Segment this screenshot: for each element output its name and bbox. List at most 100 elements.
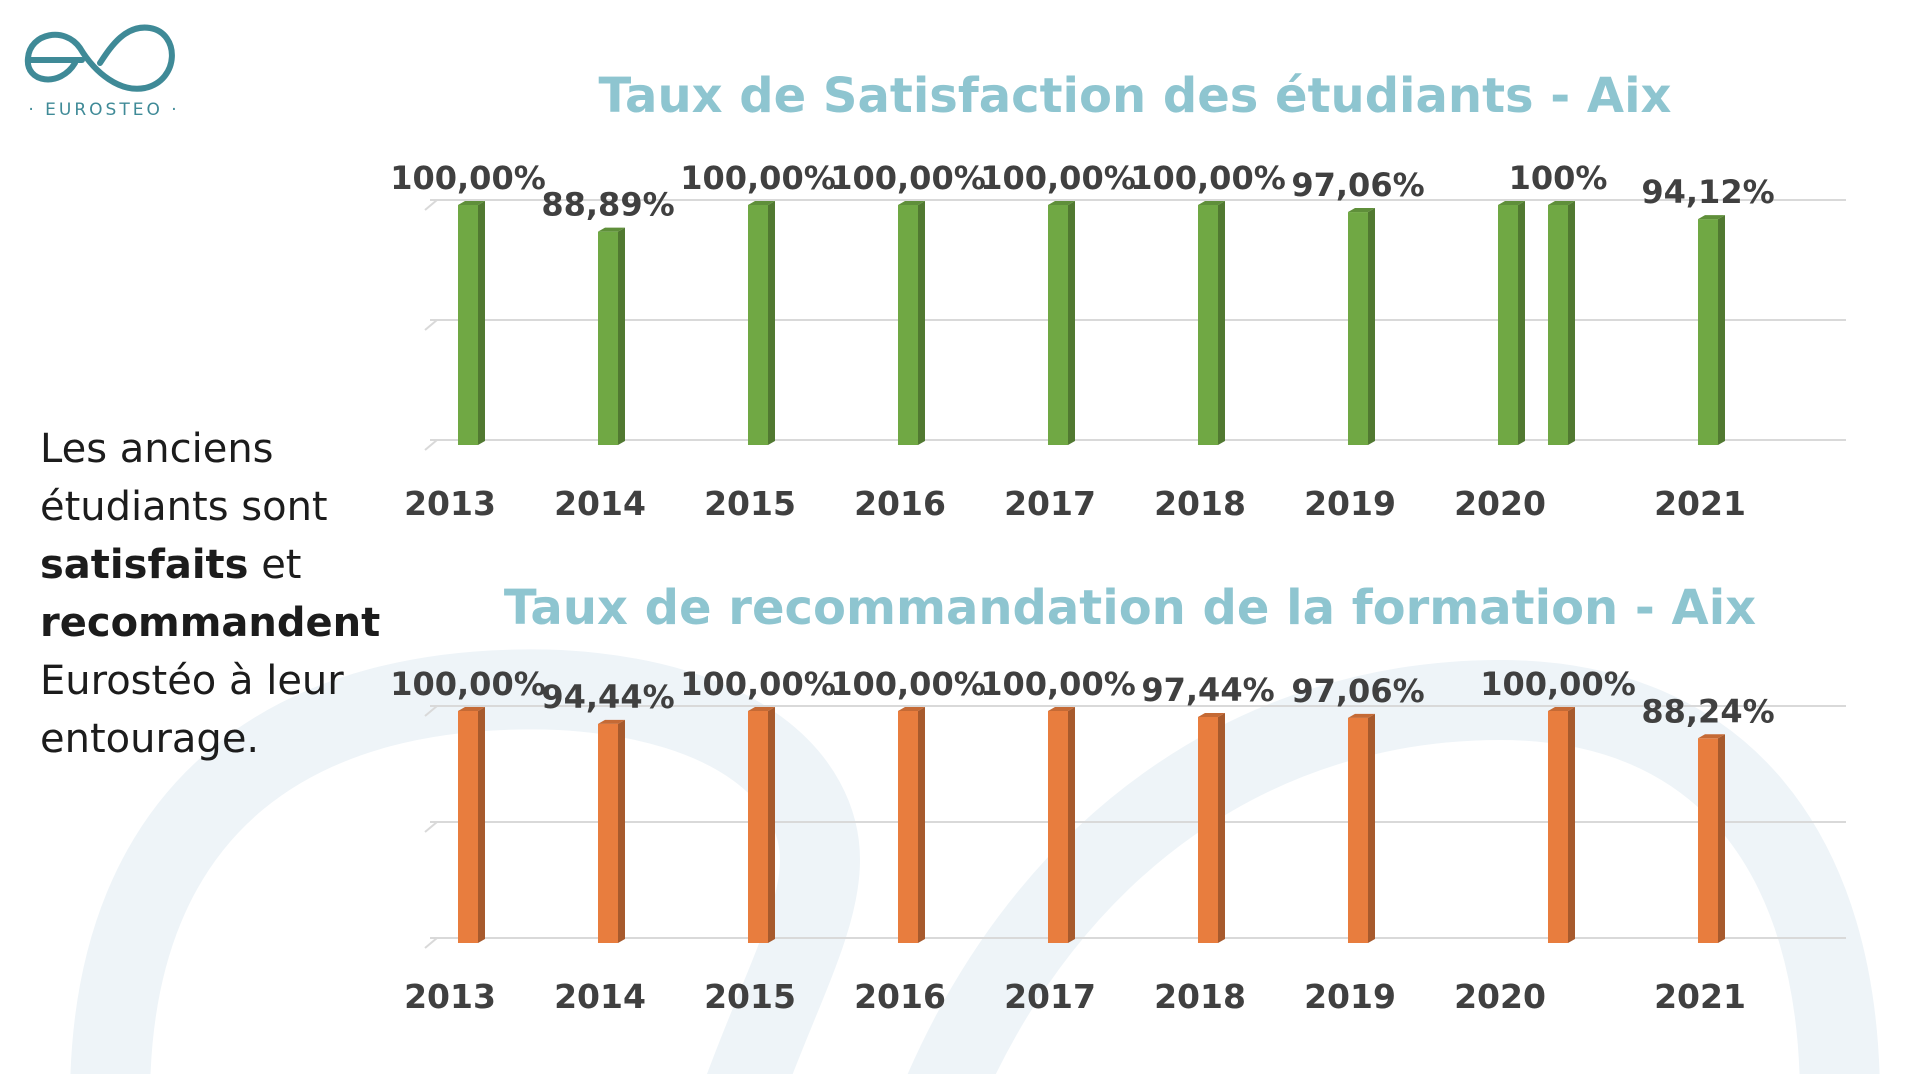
bar-top bbox=[1198, 201, 1225, 205]
bar-side bbox=[618, 227, 625, 445]
bar-2019 bbox=[1348, 208, 1375, 445]
bar-2014 bbox=[598, 227, 625, 445]
data-label: 100,00% bbox=[680, 665, 836, 703]
data-label: 100,00% bbox=[980, 159, 1136, 197]
bar-face bbox=[1198, 716, 1218, 943]
bar-2016 bbox=[898, 201, 925, 445]
bar-top bbox=[1048, 707, 1075, 711]
x-tick-label: 2021 bbox=[1654, 977, 1746, 1016]
bar-side bbox=[1518, 201, 1525, 445]
bar-face bbox=[598, 723, 618, 943]
bar-top bbox=[898, 707, 925, 711]
bar-top bbox=[1048, 201, 1075, 205]
bar-face bbox=[748, 205, 768, 445]
eurosteo-logo bbox=[24, 24, 175, 92]
gridline-perspective bbox=[424, 439, 438, 451]
side-line-3: satisfaits et bbox=[40, 536, 370, 594]
bar-face bbox=[1698, 738, 1718, 943]
bar-2013 bbox=[458, 201, 485, 445]
bold-satisfaits: satisfaits bbox=[40, 542, 249, 588]
side-line-3-rest: et bbox=[248, 542, 302, 588]
x-tick-label: 2021 bbox=[1654, 484, 1746, 523]
gridline-perspective bbox=[424, 821, 438, 833]
bar-face bbox=[1348, 212, 1368, 445]
bar-top bbox=[458, 707, 485, 711]
bar-side bbox=[1718, 734, 1725, 943]
x-tick-label: 2016 bbox=[854, 484, 946, 523]
bar-2017 bbox=[1048, 201, 1075, 445]
data-label: 100,00% bbox=[980, 665, 1136, 703]
gridline-perspective bbox=[424, 705, 438, 717]
bar-side bbox=[1068, 707, 1075, 943]
bar-face bbox=[1048, 205, 1068, 445]
bar-2015 bbox=[748, 707, 775, 943]
gridline-perspective bbox=[424, 199, 438, 211]
bar-top bbox=[598, 719, 625, 724]
bar-face bbox=[1548, 711, 1568, 943]
bold-recommandent: recommandent bbox=[40, 600, 381, 646]
bar-top bbox=[898, 201, 925, 205]
x-tick-label: 2013 bbox=[404, 484, 496, 523]
bar-top bbox=[458, 201, 485, 205]
x-tick-label: 2019 bbox=[1304, 484, 1396, 523]
bar-2018 bbox=[1198, 201, 1225, 445]
data-label: 88,24% bbox=[1641, 692, 1774, 730]
data-label: 97,44% bbox=[1141, 671, 1274, 709]
bar-side bbox=[618, 719, 625, 943]
bar-top bbox=[748, 707, 775, 711]
bar-2020 bbox=[1548, 707, 1575, 943]
bar-2013 bbox=[458, 707, 485, 943]
data-label: 88,89% bbox=[541, 186, 674, 224]
side-line-5: Eurostéo à leur bbox=[40, 658, 344, 704]
bar-side bbox=[478, 707, 485, 943]
data-label: 94,44% bbox=[541, 678, 674, 716]
bar-face bbox=[1698, 219, 1718, 445]
bar-face bbox=[598, 231, 618, 445]
bar-top bbox=[748, 201, 775, 205]
bar-face bbox=[458, 711, 478, 943]
data-label: 100,00% bbox=[1130, 159, 1286, 197]
bar-face bbox=[748, 711, 768, 943]
bar-side bbox=[768, 707, 775, 943]
bar-top bbox=[598, 227, 625, 232]
x-tick-label: 2018 bbox=[1154, 977, 1246, 1016]
side-line-1: Les anciens bbox=[40, 426, 274, 472]
bar-top bbox=[1348, 713, 1375, 718]
x-tick-label: 2013 bbox=[404, 977, 496, 1016]
side-line-4: recommandent bbox=[40, 594, 380, 652]
bar-face bbox=[1198, 205, 1218, 445]
bar-top bbox=[1698, 215, 1725, 220]
bar-side bbox=[478, 201, 485, 445]
bar-2014 bbox=[598, 719, 625, 943]
chart-title-recommandation: Taux de recommandation de la formation -… bbox=[503, 580, 1757, 636]
data-label: 100,00% bbox=[830, 159, 986, 197]
bar-2016 bbox=[898, 707, 925, 943]
bar-2020 bbox=[1548, 201, 1575, 445]
bar-side bbox=[918, 707, 925, 943]
bar-2019 bbox=[1348, 713, 1375, 943]
bar-side bbox=[1568, 707, 1575, 943]
bar-side bbox=[1218, 712, 1225, 943]
x-tick-label: 2017 bbox=[1004, 977, 1096, 1016]
bar-top bbox=[1498, 201, 1525, 205]
bar-side bbox=[1068, 201, 1075, 445]
bar-top bbox=[1548, 707, 1575, 711]
bar-top bbox=[1698, 734, 1725, 739]
x-tick-label: 2016 bbox=[854, 977, 946, 1016]
gridline-perspective bbox=[424, 319, 438, 331]
bar-top bbox=[1198, 712, 1225, 717]
bar-side bbox=[1568, 201, 1575, 445]
data-label: 100,00% bbox=[390, 665, 546, 703]
x-tick-label: 2020 bbox=[1454, 484, 1546, 523]
bar-side bbox=[1718, 215, 1725, 445]
data-label: 97,06% bbox=[1291, 166, 1424, 204]
data-label: 100% bbox=[1509, 159, 1608, 197]
gridline-perspective bbox=[424, 937, 438, 949]
logo-text: · EUROSTEO · bbox=[28, 100, 180, 120]
data-label: 100,00% bbox=[1480, 665, 1636, 703]
bar-2018 bbox=[1198, 712, 1225, 943]
bar-2021 bbox=[1698, 215, 1725, 445]
x-tick-label: 2014 bbox=[554, 484, 646, 523]
